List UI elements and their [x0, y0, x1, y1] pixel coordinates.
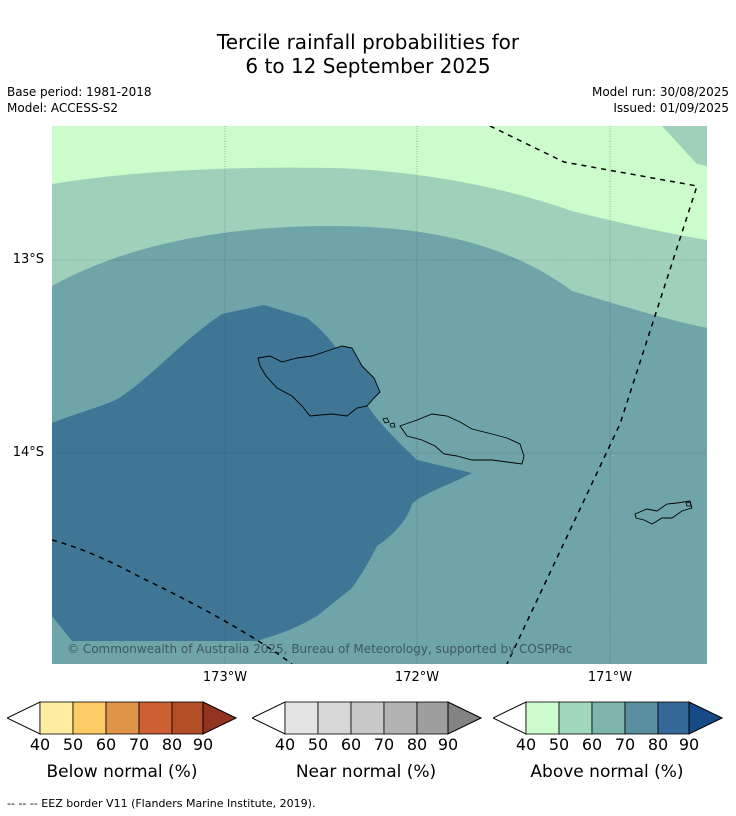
cbar-above-max-arrow [688, 701, 723, 735]
tick-label: 90 [192, 735, 214, 754]
graticule [52, 126, 707, 664]
meta-right: Model run: 30/08/2025 Issued: 01/09/2025 [592, 84, 729, 116]
cbar-near-swatch-40 [284, 701, 319, 735]
model-run: Model run: 30/08/2025 [591, 85, 729, 99]
tick-label: 90 [437, 735, 459, 754]
tick-label: 90 [678, 735, 700, 754]
manono-islet [382, 417, 390, 424]
tick-label: 60 [340, 735, 362, 754]
tick-label: 60 [95, 735, 117, 754]
eez-border-southwest [52, 539, 293, 664]
savaii-island [257, 345, 381, 417]
cbar-below-swatch-60 [105, 701, 140, 735]
cbar-above-min-arrow [493, 701, 527, 735]
title-line-1: Tercile rainfall probabilities for [216, 30, 520, 54]
tick-label: 80 [161, 735, 183, 754]
upolu-island [399, 413, 525, 465]
tick-label: 80 [647, 735, 669, 754]
lon-label-173w: 173°W [202, 670, 248, 685]
map-title: Tercile rainfall probabilities for 6 to … [0, 30, 736, 78]
cbar-near-swatch-70 [383, 701, 418, 735]
tick-label: 40 [274, 735, 296, 754]
colorbar-above-normal [493, 701, 723, 735]
eez-footnote: -- -- -- EEZ border V11 (Flanders Marine… [7, 797, 316, 810]
cbar-above-swatch-70 [624, 701, 659, 735]
cbar-below-swatch-40 [39, 701, 74, 735]
lat-label-14s: 14°S [12, 445, 44, 460]
base-period: Base period: 1981-2018 [7, 85, 152, 99]
tick-label: 50 [548, 735, 570, 754]
issued-date: Issued: 01/09/2025 [613, 101, 729, 115]
tick-label: 70 [128, 735, 150, 754]
tick-label: 70 [614, 735, 636, 754]
aunuu-islet [685, 501, 692, 507]
cbar-near-min-arrow [252, 701, 286, 735]
title-line-2: 6 to 12 September 2025 [245, 54, 491, 78]
tutuila-island [634, 500, 693, 525]
cbar-near-swatch-80 [416, 701, 449, 735]
map-svg [52, 126, 707, 664]
cbar-above-swatch-60 [591, 701, 626, 735]
cbar-near-swatch-60 [350, 701, 385, 735]
model-name: Model: ACCESS-S2 [7, 101, 119, 115]
tick-label: 80 [406, 735, 428, 754]
colorbar-below-normal [7, 701, 237, 735]
cbar-above-swatch-80 [657, 701, 690, 735]
cbar-below-min-arrow [7, 701, 41, 735]
tick-label: 40 [29, 735, 51, 754]
cbar-below-swatch-50 [72, 701, 107, 735]
cbar-below-swatch-80 [171, 701, 204, 735]
cbar-above-swatch-40 [525, 701, 560, 735]
eez-border-east [489, 126, 698, 664]
cbar-near-max-arrow [447, 701, 482, 735]
tick-label: 50 [307, 735, 329, 754]
cbar-above-swatch-50 [558, 701, 593, 735]
cbar-below-max-arrow [202, 701, 237, 735]
tick-label: 60 [581, 735, 603, 754]
meta-left: Base period: 1981-2018 Model: ACCESS-S2 [7, 84, 152, 116]
lon-label-172w: 172°W [394, 670, 440, 685]
apolima-islet [389, 422, 396, 428]
tick-label: 40 [515, 735, 537, 754]
cbar-above-title: Above normal (%) [530, 762, 684, 782]
cbar-near-swatch-50 [317, 701, 352, 735]
colorbar-near-normal [252, 701, 482, 735]
cbar-near-title: Near normal (%) [295, 762, 437, 782]
lon-label-171w: 171°W [587, 670, 633, 685]
cbar-below-title: Below normal (%) [46, 762, 198, 782]
map-area[interactable] [52, 126, 707, 664]
tick-label: 70 [373, 735, 395, 754]
region-above-50 [52, 126, 707, 240]
cbar-below-swatch-70 [138, 701, 173, 735]
region-above-80 [52, 305, 472, 641]
lat-label-13s: 13°S [12, 252, 44, 267]
tick-label: 50 [62, 735, 84, 754]
copyright-notice: © Commonwealth of Australia 2025, Bureau… [67, 642, 573, 656]
